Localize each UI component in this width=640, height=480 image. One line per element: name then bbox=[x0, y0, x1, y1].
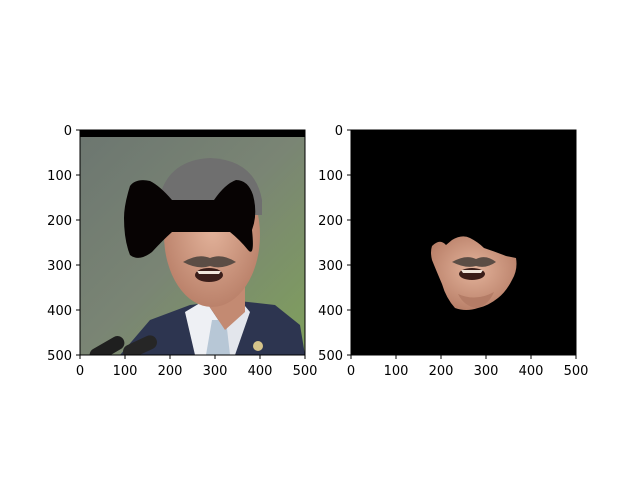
left-y-tick-label: 500 bbox=[47, 349, 72, 364]
teeth bbox=[461, 270, 483, 273]
right-x-tick-label: 200 bbox=[429, 364, 454, 379]
left-y-tick-label: 0 bbox=[64, 124, 72, 139]
right-x-tick-label: 300 bbox=[474, 364, 499, 379]
right-y-tick-label: 300 bbox=[318, 259, 343, 274]
mouth bbox=[195, 268, 223, 282]
mustache bbox=[183, 256, 236, 268]
left-y-tick-label: 200 bbox=[47, 214, 72, 229]
bowtie-mask-shape bbox=[124, 180, 256, 258]
teeth bbox=[197, 271, 221, 274]
right-y-ticks: 0 100 200 300 400 500 bbox=[318, 124, 351, 364]
right-x-ticks: 0 100 200 300 400 500 bbox=[347, 355, 589, 379]
right-x-tick-label: 0 bbox=[347, 364, 355, 379]
chin-shadow bbox=[458, 292, 494, 308]
left-y-tick-label: 400 bbox=[47, 304, 72, 319]
mouth bbox=[459, 268, 485, 280]
left-x-tick-label: 400 bbox=[248, 364, 273, 379]
top-black-bar bbox=[80, 130, 305, 137]
right-x-tick-label: 100 bbox=[384, 364, 409, 379]
right-x-tick-label: 500 bbox=[564, 364, 589, 379]
lapel-pin bbox=[253, 341, 263, 351]
right-y-tick-label: 400 bbox=[318, 304, 343, 319]
left-y-ticks: 0 100 200 300 400 500 bbox=[47, 124, 80, 364]
left-x-tick-label: 500 bbox=[293, 364, 318, 379]
left-x-ticks: 0 100 200 300 400 500 bbox=[76, 355, 318, 379]
left-x-tick-label: 300 bbox=[203, 364, 228, 379]
left-image-panel bbox=[80, 130, 305, 355]
left-x-tick-label: 200 bbox=[158, 364, 183, 379]
right-y-tick-label: 0 bbox=[335, 124, 343, 139]
left-x-tick-label: 100 bbox=[113, 364, 138, 379]
right-y-tick-label: 100 bbox=[318, 169, 343, 184]
right-y-tick-label: 200 bbox=[318, 214, 343, 229]
tie bbox=[206, 320, 230, 355]
face-segment bbox=[431, 236, 517, 310]
left-y-tick-label: 300 bbox=[47, 259, 72, 274]
mustache bbox=[452, 257, 496, 267]
right-axes: 0 100 200 300 400 500 0 100 200 300 400 … bbox=[318, 124, 588, 379]
left-x-tick-label: 0 bbox=[76, 364, 84, 379]
right-x-tick-label: 400 bbox=[519, 364, 544, 379]
left-axes: 0 100 200 300 400 500 0 100 200 300 400 … bbox=[47, 124, 317, 379]
right-image-panel bbox=[351, 130, 576, 355]
right-y-tick-label: 500 bbox=[318, 349, 343, 364]
left-y-tick-label: 100 bbox=[47, 169, 72, 184]
microphone-icon bbox=[89, 335, 157, 355]
